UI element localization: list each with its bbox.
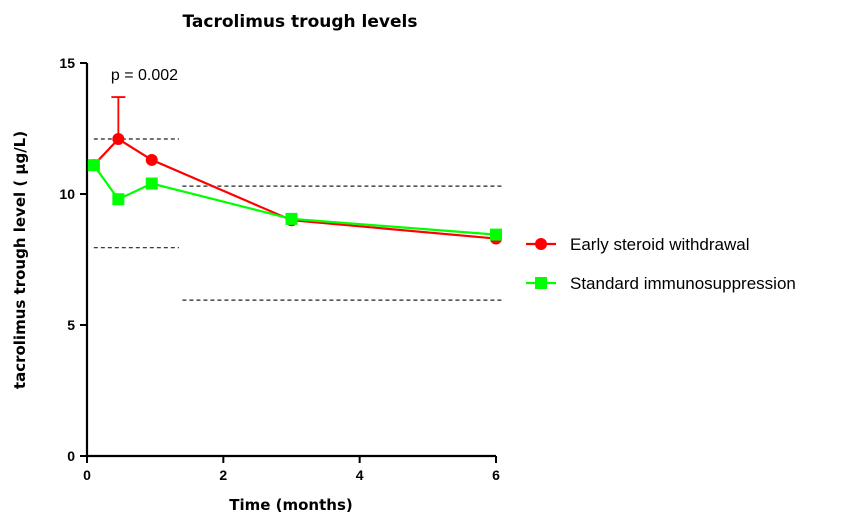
y-axis-label: tacrolimus trough level ( μg/L) — [11, 131, 29, 389]
p-value-annotation: p = 0.002 — [111, 67, 178, 84]
legend-marker-circle — [535, 238, 547, 250]
legend-marker-square — [535, 277, 547, 289]
y-tick-label: 0 — [67, 448, 75, 464]
x-tick-label: 4 — [356, 467, 364, 483]
legend-item-0: Early steroid withdrawal — [526, 235, 750, 254]
x-axis-label: Time (months) — [229, 496, 353, 514]
y-tick-label: 5 — [67, 317, 75, 333]
data-point-square — [490, 228, 502, 241]
x-tick-label: 6 — [492, 467, 500, 483]
data-point-circle — [112, 132, 125, 145]
series-layer — [87, 96, 502, 245]
legend-item-1: Standard immunosuppression — [526, 274, 796, 293]
x-axis-ticks: 0 2 4 6 — [83, 456, 500, 483]
data-point-square — [87, 159, 100, 172]
legend-label: Early steroid withdrawal — [570, 235, 750, 254]
legend-label: Standard immunosuppression — [570, 274, 796, 293]
reference-lines — [93, 138, 503, 301]
data-point-square — [112, 193, 125, 206]
annotation-layer: p = 0.002 — [111, 67, 178, 84]
data-point-square — [285, 212, 298, 225]
data-point-circle — [145, 153, 158, 166]
x-tick-label: 2 — [219, 467, 227, 483]
chart-title: Tacrolimus trough levels — [183, 12, 418, 32]
y-tick-label: 10 — [59, 186, 75, 202]
data-point-square — [145, 177, 158, 190]
y-tick-label: 15 — [59, 55, 75, 71]
x-tick-label: 0 — [83, 467, 91, 483]
y-axis-ticks: 0 5 10 15 — [59, 55, 87, 464]
legend: Early steroid withdrawal Standard immunos… — [526, 235, 796, 293]
series-1 — [87, 159, 502, 241]
